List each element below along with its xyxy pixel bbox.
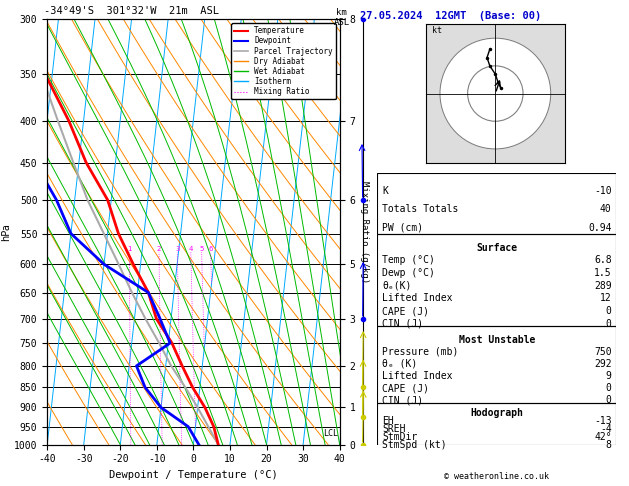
Text: CAPE (J): CAPE (J) xyxy=(382,383,429,393)
Text: 0: 0 xyxy=(606,395,611,405)
Text: Lifted Index: Lifted Index xyxy=(382,371,453,381)
Text: SREH: SREH xyxy=(382,424,406,434)
Text: 289: 289 xyxy=(594,281,611,291)
Y-axis label: hPa: hPa xyxy=(1,223,11,241)
Text: 0: 0 xyxy=(606,383,611,393)
Text: 4: 4 xyxy=(189,246,193,252)
Text: CIN (J): CIN (J) xyxy=(382,395,423,405)
Text: -10: -10 xyxy=(594,186,611,195)
Text: CIN (J): CIN (J) xyxy=(382,319,423,329)
Text: 40: 40 xyxy=(600,204,611,214)
Text: -34°49'S  301°32'W  21m  ASL: -34°49'S 301°32'W 21m ASL xyxy=(44,6,220,16)
Circle shape xyxy=(440,38,551,149)
Text: Surface: Surface xyxy=(476,243,518,253)
Bar xyxy=(377,234,616,326)
Text: Most Unstable: Most Unstable xyxy=(459,335,535,345)
Text: 0: 0 xyxy=(606,319,611,329)
Text: StmDir: StmDir xyxy=(382,432,418,442)
Text: Dewp (°C): Dewp (°C) xyxy=(382,268,435,278)
Text: K: K xyxy=(382,186,388,195)
Text: 12: 12 xyxy=(600,294,611,303)
Text: kt: kt xyxy=(431,26,442,35)
Text: 6.8: 6.8 xyxy=(594,255,611,265)
Text: Totals Totals: Totals Totals xyxy=(382,204,459,214)
Bar xyxy=(377,173,616,234)
Text: km: km xyxy=(336,8,347,17)
Text: Lifted Index: Lifted Index xyxy=(382,294,453,303)
Text: 27.05.2024  12GMT  (Base: 00): 27.05.2024 12GMT (Base: 00) xyxy=(360,11,541,21)
Text: 3: 3 xyxy=(175,246,180,252)
Y-axis label: Mixing Ratio (g/kg): Mixing Ratio (g/kg) xyxy=(360,181,369,283)
Text: 0: 0 xyxy=(606,306,611,316)
Text: 6: 6 xyxy=(208,246,213,252)
Text: Temp (°C): Temp (°C) xyxy=(382,255,435,265)
Text: ASL: ASL xyxy=(333,17,350,27)
Text: 1.5: 1.5 xyxy=(594,268,611,278)
Text: 5: 5 xyxy=(199,246,204,252)
Text: 1: 1 xyxy=(127,246,131,252)
Text: 8: 8 xyxy=(606,440,611,450)
X-axis label: Dewpoint / Temperature (°C): Dewpoint / Temperature (°C) xyxy=(109,470,278,480)
Text: LCL: LCL xyxy=(323,430,338,438)
Text: 2: 2 xyxy=(157,246,161,252)
Text: Pressure (mb): Pressure (mb) xyxy=(382,347,459,357)
Text: PW (cm): PW (cm) xyxy=(382,223,423,233)
Legend: Temperature, Dewpoint, Parcel Trajectory, Dry Adiabat, Wet Adiabat, Isotherm, Mi: Temperature, Dewpoint, Parcel Trajectory… xyxy=(231,23,336,99)
Text: θₑ(K): θₑ(K) xyxy=(382,281,411,291)
Text: EH: EH xyxy=(382,416,394,426)
Text: 750: 750 xyxy=(594,347,611,357)
Text: Hodograph: Hodograph xyxy=(470,408,523,418)
Text: 9: 9 xyxy=(606,371,611,381)
Circle shape xyxy=(467,66,523,121)
Text: 292: 292 xyxy=(594,359,611,369)
Text: 42°: 42° xyxy=(594,432,611,442)
Bar xyxy=(377,326,616,402)
Text: CAPE (J): CAPE (J) xyxy=(382,306,429,316)
Text: -13: -13 xyxy=(594,416,611,426)
Text: 0.94: 0.94 xyxy=(588,223,611,233)
Text: © weatheronline.co.uk: © weatheronline.co.uk xyxy=(445,472,549,481)
Text: StmSpd (kt): StmSpd (kt) xyxy=(382,440,447,450)
Bar xyxy=(377,402,616,445)
Text: θₑ (K): θₑ (K) xyxy=(382,359,418,369)
Text: -4: -4 xyxy=(600,424,611,434)
